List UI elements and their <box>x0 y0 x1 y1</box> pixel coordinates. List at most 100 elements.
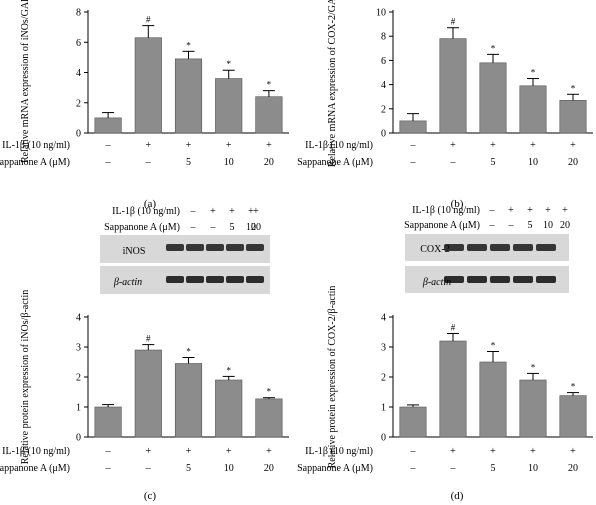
bar <box>215 78 243 134</box>
blot-right-bands <box>444 244 556 283</box>
il1b-value: – <box>410 446 417 457</box>
y-axis-label: Relative mRNA expression of COX-2/GAPDH <box>327 0 338 167</box>
panel-d: 0 1 2 3 4 Relative protein expression of COX-… <box>297 286 593 502</box>
sappanone-value: 20 <box>568 157 578 168</box>
il1b-value: + <box>266 446 272 457</box>
blot-band <box>166 276 184 283</box>
sappanone-value: – <box>410 463 417 474</box>
bar <box>255 96 283 134</box>
significance-marker: * <box>267 387 272 397</box>
sappanone-value: 10 <box>543 220 553 231</box>
blot-band <box>490 244 510 251</box>
blot-left-target-label: iNOS <box>123 246 146 257</box>
y-tick-label: 3 <box>76 343 81 354</box>
bar <box>399 406 427 438</box>
y-tick-label: 4 <box>381 313 386 324</box>
bar <box>479 62 507 134</box>
blot-left-il1b-label: IL-1β (10 ng/ml) <box>112 206 180 217</box>
blot-right-loading-label: β-actin <box>422 277 451 288</box>
blot-band <box>536 276 556 283</box>
il1b-value: + <box>527 205 533 216</box>
significance-marker: * <box>491 341 496 351</box>
significance-marker: * <box>267 80 272 90</box>
bar <box>479 361 507 438</box>
chart-b: 0 2 4 6 8 10 Relative mRNA expression of COX-2… <box>297 0 593 168</box>
significance-marker: * <box>186 347 191 357</box>
sappanone-value: 10 <box>246 222 256 233</box>
blot-band <box>246 244 264 251</box>
il1b-value: + <box>490 140 496 151</box>
bar <box>559 395 587 438</box>
il1b-value: + <box>186 446 192 457</box>
il1b-value: + <box>450 446 456 457</box>
il1b-value: + <box>490 446 496 457</box>
sappanone-value: 20 <box>264 463 274 474</box>
chart-d: 0 1 2 3 4 Relative protein expression of COX-… <box>297 286 593 474</box>
y-tick-label: 3 <box>381 343 386 354</box>
significance-marker: # <box>451 323 456 333</box>
sappanone-value: – <box>489 220 496 231</box>
blot-left-bands <box>166 244 264 283</box>
sappanone-value: 20 <box>251 222 261 233</box>
blot-band <box>467 276 487 283</box>
blot-left: IL-1β (10 ng/ml) Sappanone A (μM) – – + – +5… <box>100 206 270 294</box>
significance-marker: * <box>531 68 536 78</box>
y-tick-label: 8 <box>381 32 386 43</box>
il1b-value: + <box>226 140 232 151</box>
sappanone-value: 5 <box>491 463 496 474</box>
y-tick-label: 2 <box>381 373 386 384</box>
il1b-value: + <box>570 140 576 151</box>
bar <box>94 117 122 134</box>
panel-c: 0 1 2 3 4 Relative protein expression of iNOs… <box>0 290 289 502</box>
y-axis-label: Relative mRNA expression of iNOs/GAPDH <box>20 0 31 163</box>
y-axis-label: Relative protein expression of iNOs/β-ac… <box>20 290 31 465</box>
blot-band <box>226 244 244 251</box>
significance-marker: * <box>571 382 576 392</box>
il1b-value: + <box>186 140 192 151</box>
sappanone-value: 5 <box>186 157 191 168</box>
blot-band <box>536 244 556 251</box>
chart-a: 0 2 4 6 8 Relative mRNA expression of iNOs/GA… <box>0 0 289 168</box>
y-tick-label: 2 <box>381 104 386 115</box>
sappanone-row-label: Sappanone A (μM) <box>0 157 70 168</box>
sappanone-value: – <box>190 222 197 233</box>
chart-c: 0 1 2 3 4 Relative protein expression of iNOs… <box>0 290 289 474</box>
y-tick-label: 0 <box>381 433 386 444</box>
il1b-value: – <box>105 140 112 151</box>
bar <box>94 406 122 438</box>
y-tick-label: 6 <box>76 38 81 49</box>
y-tick-label: 4 <box>76 68 81 79</box>
il1b-value: – <box>410 140 417 151</box>
significance-marker: # <box>146 334 151 344</box>
sappanone-value: 5 <box>186 463 191 474</box>
y-tick-label: 10 <box>376 8 386 19</box>
sappanone-row-label: Sappanone A (μM) <box>297 463 373 474</box>
sappanone-value: 10 <box>528 157 538 168</box>
il1b-value: + <box>210 206 216 217</box>
significance-marker: * <box>491 43 496 53</box>
il1b-value: – <box>105 446 112 457</box>
panel-a: 0 2 4 6 8 Relative mRNA expression of iNOs/GA… <box>0 0 289 210</box>
il1b-value: + <box>145 140 151 151</box>
blot-band <box>166 244 184 251</box>
panel-d-caption: (d) <box>451 490 464 502</box>
bar <box>174 363 203 438</box>
bar <box>134 349 162 438</box>
il1b-value: + <box>248 206 254 217</box>
il1b-value: + <box>145 446 151 457</box>
significance-marker: # <box>146 15 151 25</box>
y-tick-label: 2 <box>76 98 81 109</box>
il1b-value: + <box>266 140 272 151</box>
panel-b-caption: (b) <box>451 198 464 210</box>
blot-right-treatment-rows: IL-1β (10 ng/ml) Sappanone A (μM) – – + – +5… <box>404 205 570 231</box>
bar <box>215 379 243 438</box>
bar <box>399 120 427 134</box>
bar <box>559 100 587 134</box>
il1b-value: + <box>229 206 235 217</box>
il1b-value: + <box>450 140 456 151</box>
sappanone-value: – <box>105 463 112 474</box>
sappanone-value: – <box>450 157 457 168</box>
sappanone-value: – <box>508 220 515 231</box>
sappanone-value: – <box>410 157 417 168</box>
